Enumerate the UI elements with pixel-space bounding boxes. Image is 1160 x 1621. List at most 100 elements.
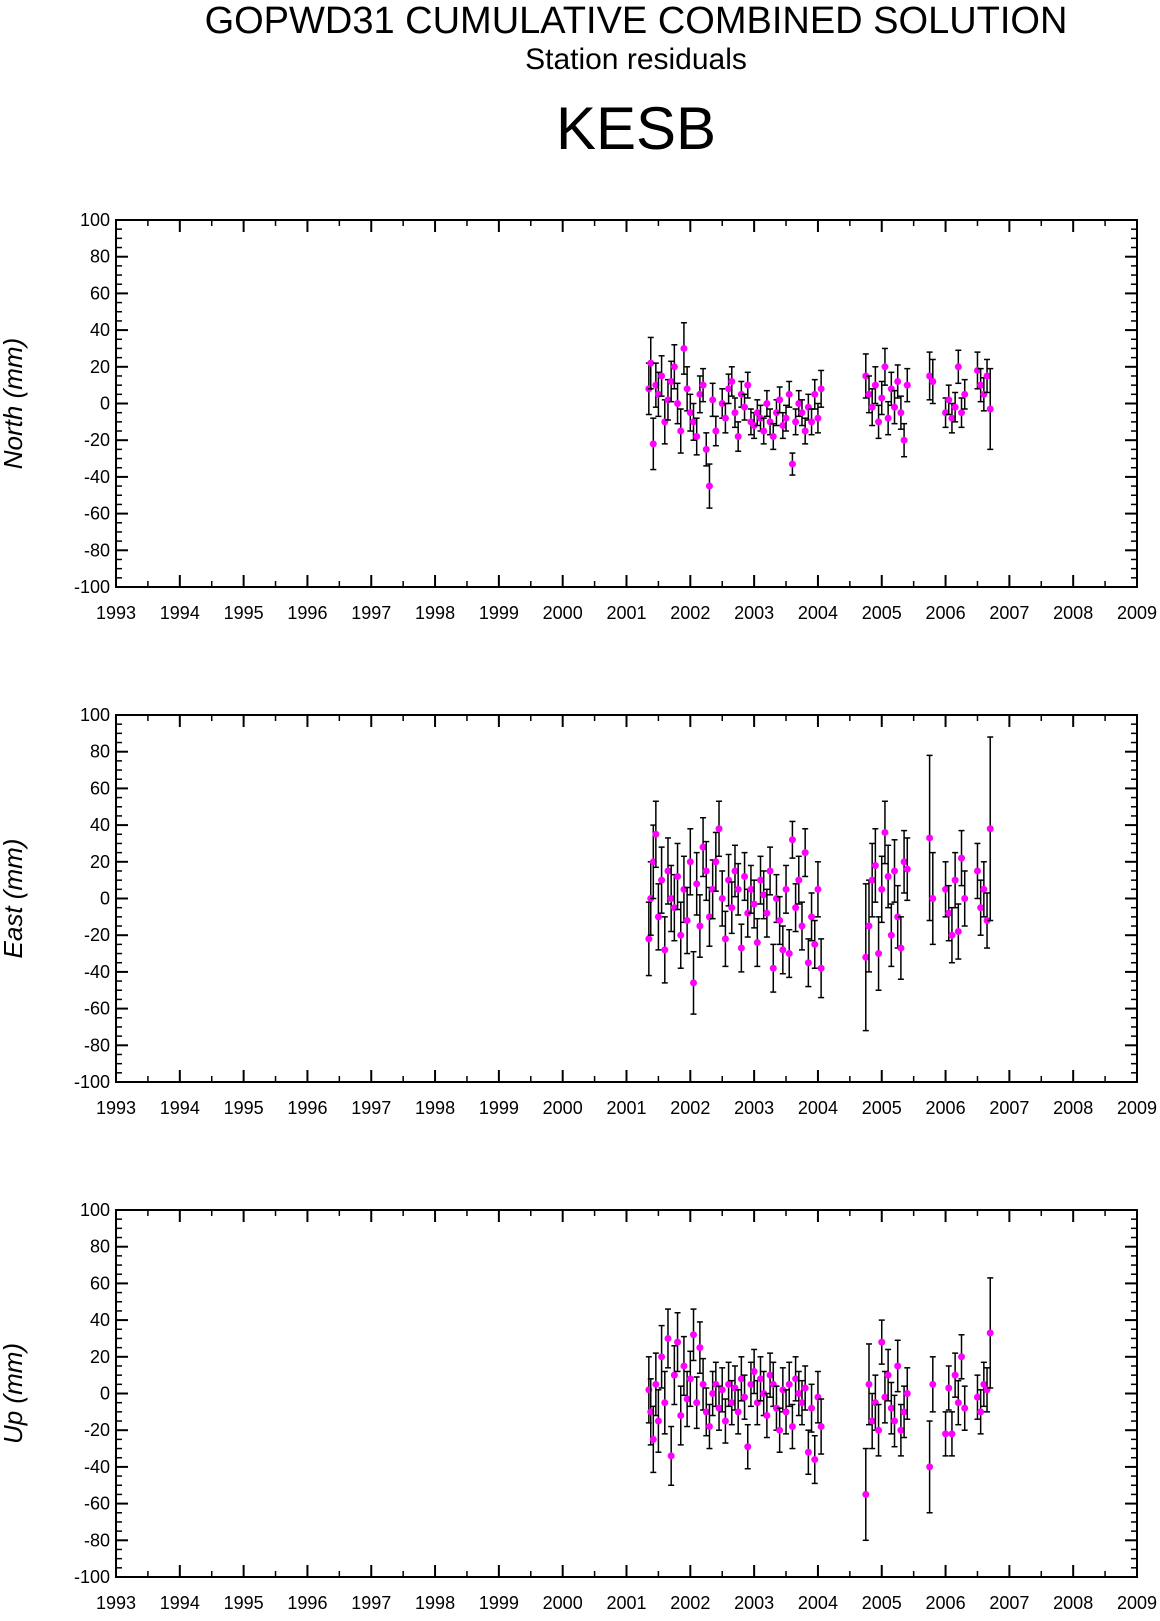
x-tick-label: 1999 (479, 1593, 519, 1613)
data-point (674, 842, 682, 911)
data-point (958, 829, 966, 887)
data-point (741, 851, 749, 902)
y-tick-label: -40 (84, 1457, 110, 1477)
data-marker (654, 1417, 662, 1425)
data-point (731, 397, 739, 429)
data-marker (804, 959, 812, 967)
data-marker (894, 913, 902, 921)
data-marker (875, 418, 883, 426)
data-point (712, 415, 720, 447)
x-tick-label: 2008 (1053, 1098, 1093, 1118)
data-point (709, 382, 717, 418)
data-marker (699, 381, 707, 389)
data-marker (699, 843, 707, 851)
data-marker (674, 400, 682, 407)
data-point (798, 1379, 806, 1426)
y-tick-label: 100 (80, 1200, 110, 1220)
data-marker (782, 414, 790, 422)
data-point (862, 353, 870, 399)
data-marker (674, 872, 682, 880)
data-marker (702, 445, 710, 453)
y-tick-label: 20 (90, 357, 110, 377)
data-point (647, 336, 655, 390)
data-marker (750, 900, 758, 908)
x-tick-label: 2006 (926, 603, 966, 623)
data-point (929, 358, 937, 405)
data-point (769, 943, 777, 993)
data-marker (661, 1399, 669, 1407)
data-marker (753, 409, 761, 417)
data-marker (900, 1408, 908, 1416)
x-tick-label: 1998 (415, 1593, 455, 1613)
data-point (715, 800, 723, 858)
data-point (788, 820, 796, 859)
data-point (942, 861, 950, 918)
data-point (980, 1361, 988, 1408)
data-marker (884, 872, 892, 880)
data-marker (686, 1375, 694, 1383)
data-marker (776, 1426, 784, 1434)
data-point (670, 344, 678, 390)
x-tick-label: 2002 (670, 1098, 710, 1118)
data-marker (961, 390, 969, 398)
data-point (750, 1348, 758, 1395)
data-point (801, 1365, 809, 1411)
data-marker (983, 372, 991, 380)
data-marker (897, 409, 905, 417)
data-point (705, 1403, 713, 1450)
data-marker (951, 876, 959, 884)
data-marker (945, 1384, 953, 1392)
data-point (951, 851, 959, 909)
data-point (763, 888, 771, 938)
data-point (958, 397, 966, 429)
data-marker (948, 414, 956, 422)
data-point (961, 870, 969, 927)
x-tick-label: 2003 (734, 603, 774, 623)
x-tick-label: 2005 (862, 1098, 902, 1118)
data-marker (788, 836, 796, 844)
data-point (903, 367, 911, 403)
data-marker (747, 885, 755, 893)
data-marker (670, 363, 678, 371)
y-tick-label: -20 (84, 430, 110, 450)
data-marker (884, 1371, 892, 1379)
data-marker (772, 409, 780, 417)
data-point (945, 384, 953, 416)
data-marker (977, 904, 985, 912)
data-marker (792, 418, 800, 426)
data-marker (865, 1380, 873, 1388)
y-tick-label: -60 (84, 1494, 110, 1514)
data-point (986, 1277, 994, 1389)
data-point (696, 1321, 704, 1375)
data-point (661, 916, 669, 984)
data-point (728, 366, 736, 397)
data-marker (760, 891, 768, 899)
y-tick-label: -100 (74, 1072, 110, 1092)
data-marker (804, 1448, 812, 1456)
data-point (776, 895, 784, 946)
x-tick-label: 2008 (1053, 603, 1093, 623)
data-point (782, 1389, 790, 1435)
data-marker (696, 390, 704, 398)
data-marker (658, 1353, 666, 1361)
data-marker (683, 917, 691, 925)
data-point (686, 828, 694, 896)
data-marker (750, 422, 758, 430)
data-point (954, 903, 962, 960)
data-marker (763, 400, 771, 407)
x-tick-label: 1996 (287, 1098, 327, 1118)
data-point (699, 367, 707, 403)
x-tick-label: 2003 (734, 1098, 774, 1118)
data-point (804, 1429, 812, 1475)
data-point (721, 910, 729, 968)
x-tick-label: 2000 (543, 1593, 583, 1613)
data-point (887, 903, 895, 968)
panel-east: 1993 1994 1995 1996 1997 1998 1999 2000 2001 2002… (0, 705, 1157, 1118)
data-point (884, 400, 892, 436)
data-point (779, 925, 787, 975)
data-marker (868, 403, 876, 411)
data-point (954, 349, 962, 385)
data-point (677, 408, 685, 454)
data-point (658, 355, 666, 397)
data-point (792, 408, 800, 436)
